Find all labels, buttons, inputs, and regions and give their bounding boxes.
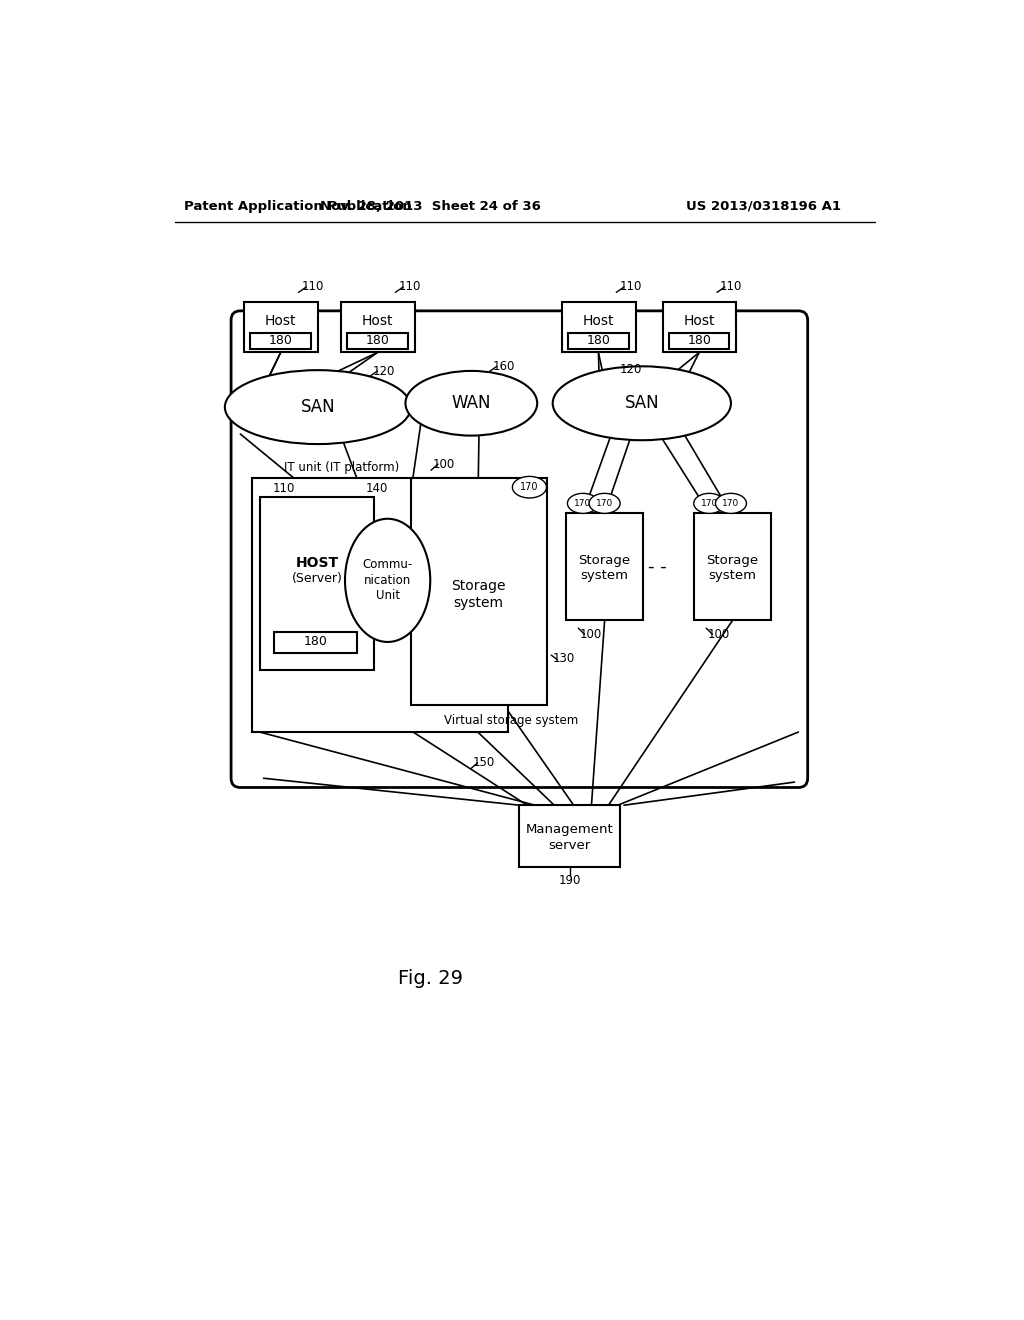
Text: Host: Host	[683, 314, 715, 327]
Text: - -: - -	[648, 557, 667, 576]
Text: 120: 120	[621, 363, 642, 376]
Text: WAN: WAN	[452, 395, 492, 412]
Text: 110: 110	[302, 280, 324, 293]
Text: nication: nication	[364, 574, 412, 587]
Text: 160: 160	[493, 360, 515, 372]
Text: 190: 190	[558, 874, 581, 887]
Text: HOST: HOST	[296, 556, 339, 570]
Ellipse shape	[345, 519, 430, 642]
Ellipse shape	[225, 370, 411, 444]
Text: Storage: Storage	[451, 578, 506, 593]
FancyBboxPatch shape	[245, 302, 317, 352]
Text: 100: 100	[580, 628, 602, 640]
FancyBboxPatch shape	[411, 478, 547, 705]
FancyBboxPatch shape	[519, 805, 621, 867]
Text: 180: 180	[366, 334, 389, 347]
Text: IT unit (IT platform): IT unit (IT platform)	[284, 461, 398, 474]
Text: 170: 170	[596, 499, 613, 508]
Text: SAN: SAN	[301, 399, 335, 416]
FancyBboxPatch shape	[251, 333, 311, 348]
Text: 180: 180	[303, 635, 328, 648]
Text: 100: 100	[432, 458, 455, 471]
FancyBboxPatch shape	[693, 512, 771, 620]
FancyBboxPatch shape	[663, 302, 736, 352]
Text: Fig. 29: Fig. 29	[397, 969, 463, 987]
Ellipse shape	[512, 477, 547, 498]
Text: 170: 170	[722, 499, 739, 508]
Text: 180: 180	[687, 334, 711, 347]
Text: (Server): (Server)	[292, 572, 343, 585]
Text: 170: 170	[520, 482, 539, 492]
Text: system: system	[581, 569, 629, 582]
FancyBboxPatch shape	[273, 632, 357, 653]
Text: server: server	[549, 838, 591, 851]
Text: 110: 110	[620, 280, 642, 293]
FancyBboxPatch shape	[669, 333, 729, 348]
Ellipse shape	[716, 494, 746, 513]
FancyBboxPatch shape	[568, 333, 629, 348]
Text: 170: 170	[700, 499, 718, 508]
FancyBboxPatch shape	[566, 512, 643, 620]
Text: Unit: Unit	[376, 589, 399, 602]
Text: Host: Host	[583, 314, 614, 327]
Text: 110: 110	[398, 280, 421, 293]
Text: 180: 180	[587, 334, 610, 347]
Text: Nov. 28, 2013  Sheet 24 of 36: Nov. 28, 2013 Sheet 24 of 36	[319, 199, 541, 213]
Text: 110: 110	[720, 280, 742, 293]
Text: 120: 120	[373, 366, 395, 379]
FancyBboxPatch shape	[341, 302, 415, 352]
FancyBboxPatch shape	[252, 478, 508, 733]
Ellipse shape	[693, 494, 725, 513]
Text: system: system	[454, 595, 504, 610]
Text: system: system	[709, 569, 757, 582]
Text: US 2013/0318196 A1: US 2013/0318196 A1	[686, 199, 841, 213]
Ellipse shape	[567, 494, 598, 513]
Text: Patent Application Publication: Patent Application Publication	[183, 199, 412, 213]
Text: 110: 110	[273, 482, 295, 495]
FancyBboxPatch shape	[260, 498, 375, 671]
Text: Host: Host	[265, 314, 296, 327]
Ellipse shape	[406, 371, 538, 436]
Ellipse shape	[589, 494, 621, 513]
Ellipse shape	[553, 366, 731, 441]
Text: 130: 130	[553, 652, 574, 665]
Text: Storage: Storage	[707, 554, 759, 566]
Text: 150: 150	[473, 756, 496, 770]
Text: 140: 140	[366, 482, 388, 495]
FancyBboxPatch shape	[347, 333, 408, 348]
FancyBboxPatch shape	[562, 302, 636, 352]
Text: Host: Host	[361, 314, 393, 327]
Text: Management: Management	[526, 824, 613, 837]
Text: Commu-: Commu-	[362, 558, 413, 572]
Text: Storage: Storage	[579, 554, 631, 566]
Text: 180: 180	[268, 334, 293, 347]
Text: SAN: SAN	[625, 395, 659, 412]
Text: 100: 100	[708, 628, 730, 640]
Text: 170: 170	[574, 499, 592, 508]
Text: Virtual storage system: Virtual storage system	[444, 714, 579, 727]
